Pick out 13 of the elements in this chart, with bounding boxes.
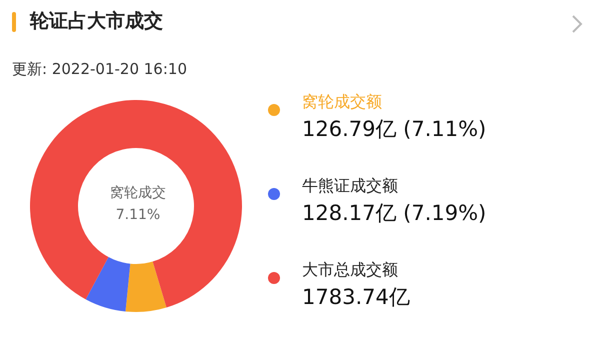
data-label: 128.17亿 (7.19%) [302, 200, 486, 227]
text: 7.11% [114, 206, 162, 225]
data-label: 126.79亿 (7.11%) [302, 116, 486, 143]
donut-slice [30, 100, 242, 308]
donut-slice [126, 262, 166, 312]
chart-title: 轮证占大市成交 [30, 9, 163, 34]
legend-label: 牛熊证成交额 [302, 175, 399, 197]
legend-label: 窝轮成交额 [302, 91, 383, 113]
donut-slice [86, 257, 130, 312]
chart-subtitle: 更新: 2022-01-20 16:10 [12, 60, 187, 79]
legend-label: 大市总成交额 [302, 259, 399, 281]
text: 窝轮成交 [109, 184, 167, 203]
data-label: 1783.74亿 [302, 284, 411, 311]
